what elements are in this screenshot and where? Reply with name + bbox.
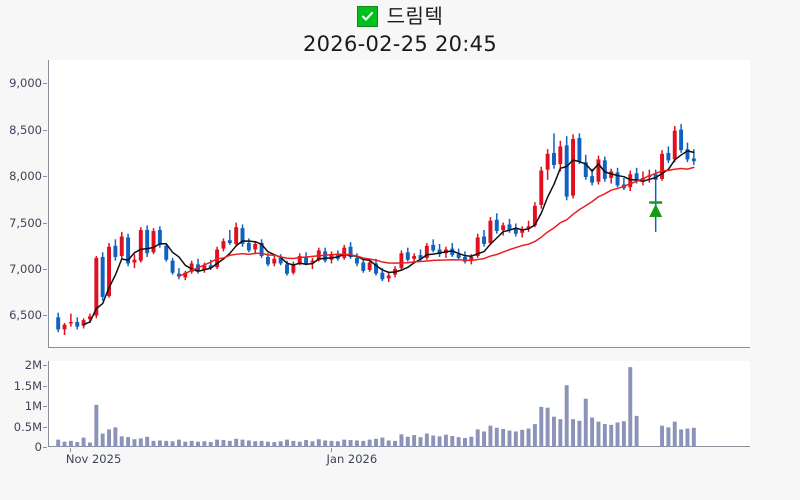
price-tick-4-mark xyxy=(43,129,47,131)
volume-tick-0-mark xyxy=(43,447,47,448)
price-plot xyxy=(56,124,696,335)
volume-chart-panel xyxy=(48,361,750,447)
page-title: 드림텍 xyxy=(386,4,444,28)
price-tick-2-mark xyxy=(43,222,47,224)
price-tick-5: 9,000 xyxy=(9,76,42,91)
price-tick-1: 7,000 xyxy=(9,262,42,277)
price-tick-4: 8,500 xyxy=(9,122,42,137)
volume-tick-4: 2M xyxy=(24,358,42,373)
price-tick-3-mark xyxy=(43,176,47,178)
price-tick-5-mark xyxy=(43,83,47,85)
price-tick-3: 8,000 xyxy=(9,169,42,184)
subtitle-row: 2026-02-25 20:45 xyxy=(0,30,800,58)
volume-tick-2: 1M xyxy=(24,399,42,414)
timestamp-label: 2026-02-25 20:45 xyxy=(302,32,498,56)
chart-header: 드림텍 2026-02-25 20:45 xyxy=(0,0,800,60)
volume-tick-3-mark xyxy=(43,385,47,387)
x-tick-0-mark xyxy=(69,448,71,452)
volume-plot xyxy=(56,367,696,447)
volume-tick-0: 0 xyxy=(34,440,42,454)
x-tick-0: Nov 2025 xyxy=(65,452,122,466)
volume-tick-1: 0.5M xyxy=(13,419,42,434)
price-tick-1-mark xyxy=(43,269,47,271)
price-tick-0-mark xyxy=(43,315,47,317)
green-check-icon xyxy=(356,5,378,27)
title-row: 드림텍 xyxy=(0,2,800,30)
x-tick-1: Jan 2026 xyxy=(326,452,378,466)
price-tick-0: 6,500 xyxy=(9,308,42,323)
volume-tick-1-mark xyxy=(43,426,47,428)
volume-tick-3: 1.5M xyxy=(13,378,42,393)
price-chart-panel xyxy=(48,60,750,348)
volume-tick-4-mark xyxy=(43,365,47,367)
volume-tick-2-mark xyxy=(43,406,47,408)
price-tick-2: 7,500 xyxy=(9,215,42,230)
x-tick-1-mark xyxy=(330,448,332,452)
